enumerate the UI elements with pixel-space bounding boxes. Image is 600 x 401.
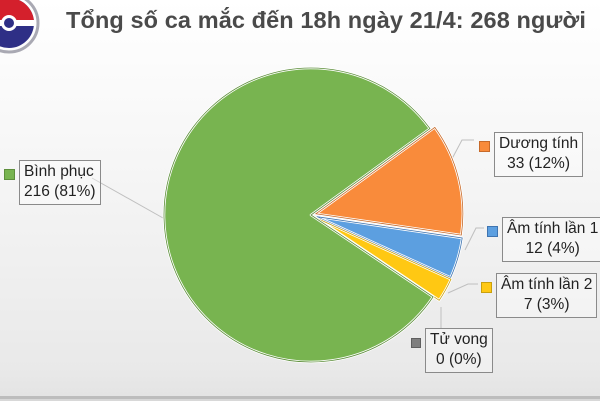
label-name: Bình phục bbox=[24, 163, 94, 180]
label-value: 12 (4%) bbox=[525, 240, 580, 257]
bottom-divider bbox=[0, 396, 600, 401]
leader-line bbox=[464, 227, 484, 251]
leader-line bbox=[447, 283, 478, 294]
label-value: 7 (3%) bbox=[523, 296, 570, 313]
legend-swatch-binh-phuc bbox=[4, 169, 15, 180]
label-value: 33 (12%) bbox=[507, 155, 571, 172]
label-value: 216 (81%) bbox=[24, 183, 96, 200]
label-am-tinh-lan-2: Âm tính lần 2 7 (3%) bbox=[481, 273, 598, 318]
pie-slice-edge bbox=[316, 218, 452, 301]
label-value: 0 (0%) bbox=[436, 351, 482, 368]
label-box-duong-tinh: Dương tính 33 (12%) bbox=[494, 132, 584, 177]
chart-title: Tổng số ca mắc đến 18h ngày 21/4: 268 ng… bbox=[66, 7, 586, 33]
leader-line bbox=[91, 177, 164, 219]
label-box-am-tinh-lan-2: Âm tính lần 2 7 (3%) bbox=[496, 273, 598, 318]
label-name: Âm tính lần 2 bbox=[501, 276, 593, 293]
label-binh-phuc: Bình phục 216 (81%) bbox=[4, 160, 101, 205]
label-box-binh-phuc: Bình phục 216 (81%) bbox=[19, 160, 101, 205]
legend-swatch-am-tinh-lan-1 bbox=[487, 226, 498, 237]
label-box-tu-vong: Tử vong 0 (0%) bbox=[425, 328, 493, 373]
label-duong-tinh: Dương tính 33 (12%) bbox=[479, 132, 584, 177]
pie-slice-edge bbox=[316, 216, 463, 279]
label-tu-vong: Tử vong 0 (0%) bbox=[411, 328, 493, 373]
legend-swatch-am-tinh-lan-2 bbox=[481, 282, 492, 293]
legend-swatch-tu-vong bbox=[411, 338, 421, 348]
pie-slice-edge bbox=[163, 67, 434, 363]
label-am-tinh-lan-1: Âm tính lần 1 12 (4%) bbox=[487, 217, 600, 262]
label-name: Âm tính lần 1 bbox=[507, 220, 599, 237]
label-name: Dương tính bbox=[499, 135, 579, 152]
label-box-am-tinh-lan-1: Âm tính lần 1 12 (4%) bbox=[502, 217, 600, 262]
label-name: Tử vong bbox=[430, 331, 488, 348]
ministry-of-health-logo-icon bbox=[0, 0, 40, 54]
pie-slice-edge bbox=[314, 126, 464, 236]
legend-swatch-duong-tinh bbox=[479, 141, 490, 152]
